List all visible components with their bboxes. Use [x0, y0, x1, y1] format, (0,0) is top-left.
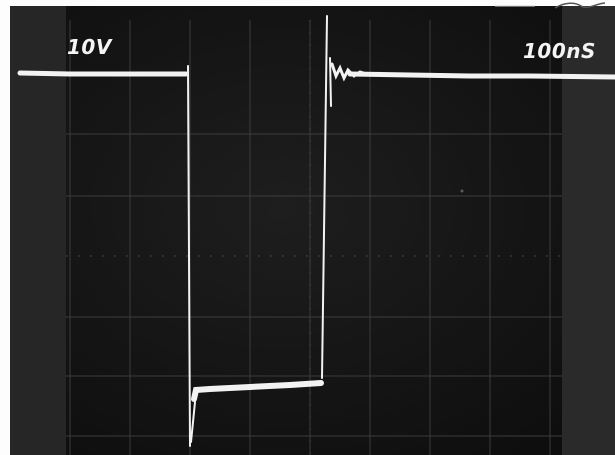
- graticule: [66, 20, 562, 455]
- scope-display: [10, 6, 615, 455]
- oscilloscope-screen: 10V 100nS: [10, 6, 615, 455]
- time-per-div-label: 100nS: [523, 39, 596, 63]
- pen-mark: [495, 2, 606, 9]
- volts-per-div-label: 10V: [67, 35, 112, 59]
- waveform-trace: [17, 15, 615, 447]
- phosphor-speck: [460, 189, 464, 193]
- left-bezel: [10, 6, 66, 455]
- right-bezel: [562, 6, 615, 455]
- center-axes: [66, 20, 562, 455]
